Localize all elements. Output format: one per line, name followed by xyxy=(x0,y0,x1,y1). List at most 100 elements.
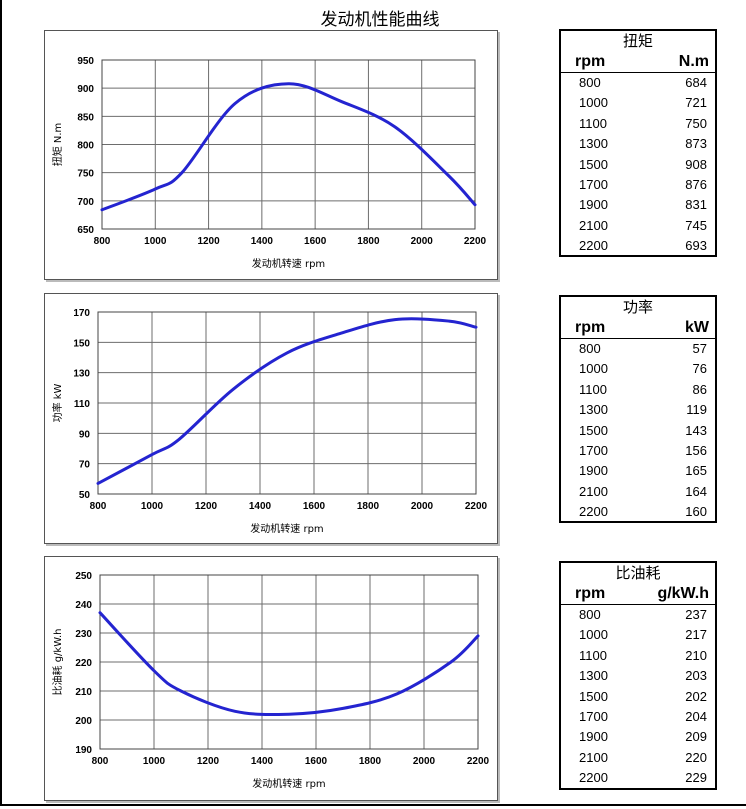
y-tick-label: 50 xyxy=(79,490,91,501)
y-tick-label: 190 xyxy=(75,745,92,756)
value-cell: 119 xyxy=(686,402,707,418)
table-row: 2200 160 xyxy=(561,502,715,522)
table-row: 1900 209 xyxy=(561,727,715,747)
y-tick-label: 170 xyxy=(73,308,90,319)
rpm-cell: 1300 xyxy=(579,668,608,684)
table-row: 1500 143 xyxy=(561,421,715,441)
table-row: 1000 217 xyxy=(561,625,715,645)
y-tick-label: 210 xyxy=(75,687,92,698)
plot-area xyxy=(99,574,479,750)
value-cell: 164 xyxy=(685,483,707,499)
rpm-cell: 2200 xyxy=(579,770,608,786)
y-tick-label: 850 xyxy=(77,112,94,123)
x-tick-label: 1800 xyxy=(357,501,380,512)
series-line xyxy=(98,611,480,717)
y-axis-label: 功率 kW xyxy=(51,383,64,422)
rpm-cell: 1900 xyxy=(579,729,608,745)
x-tick-label: 2200 xyxy=(465,501,488,512)
x-tick-label: 1200 xyxy=(195,501,218,512)
rpm-cell: 1100 xyxy=(579,381,607,397)
chart-svg: 800 1000 1200 1400 1600 1800 2000 2200 650 700 750… xyxy=(51,56,487,270)
table-row: 1000 721 xyxy=(561,93,715,113)
x-tick-label: 2000 xyxy=(413,756,436,767)
x-tick-label: 1400 xyxy=(251,236,274,247)
value-cell: 156 xyxy=(685,442,707,458)
rpm-cell: 1900 xyxy=(579,197,608,213)
value-cell: 57 xyxy=(692,341,707,356)
rpm-cell: 2200 xyxy=(579,238,608,254)
table-row: 1900 165 xyxy=(561,461,715,481)
value-cell: 908 xyxy=(685,156,707,172)
value-cell: 217 xyxy=(685,627,707,643)
x-tick-label: 2000 xyxy=(411,236,434,247)
table-row: 2100 745 xyxy=(561,216,715,236)
rpm-cell: 800 xyxy=(579,75,601,90)
y-tick-label: 70 xyxy=(79,460,91,471)
rpm-cell: 1500 xyxy=(579,422,608,438)
y-tick-label: 750 xyxy=(77,169,94,180)
value-cell: 203 xyxy=(685,668,707,684)
table-title: 比油耗 xyxy=(615,564,661,582)
table-row: 2200 229 xyxy=(561,768,715,788)
rpm-cell: 1300 xyxy=(579,136,608,152)
table-row: 1100 750 xyxy=(561,114,715,134)
y-tick-label: 220 xyxy=(75,658,92,669)
rpm-cell: 1700 xyxy=(579,442,608,458)
value-cell: 86 xyxy=(692,381,707,397)
x-axis-label: 发动机转速 rpm xyxy=(252,257,325,270)
value-cell: 237 xyxy=(685,607,707,622)
y-tick-label: 110 xyxy=(74,399,91,410)
x-tick-label: 1200 xyxy=(197,236,220,247)
value-cell: 204 xyxy=(685,708,707,724)
torque-table: 扭矩 rpm N.m 800 684 1000 721 1100 750 1300 873 15… xyxy=(559,29,717,257)
chart-svg: 800 1000 1200 1400 1600 1800 2000 2200 50 70 90 110… xyxy=(51,308,488,535)
x-tick-label: 800 xyxy=(92,756,109,767)
bsfc-chart: 800 1000 1200 1400 1600 1800 2000 2200 190 200 210… xyxy=(44,556,498,801)
value-cell: 160 xyxy=(685,504,707,520)
unit-header: N.m xyxy=(678,53,709,70)
value-cell: 831 xyxy=(685,197,707,213)
series-line xyxy=(100,82,477,212)
table-row: 1300 119 xyxy=(561,400,715,420)
bsfc-table: 比油耗 rpm g/kW.h 800 237 1000 217 1100 210 1300 2… xyxy=(559,561,717,790)
value-cell: 721 xyxy=(685,95,707,111)
x-tick-label: 1800 xyxy=(357,236,380,247)
y-axis-label: 比油耗 g/kW.h xyxy=(51,629,64,696)
y-tick-label: 240 xyxy=(75,600,92,611)
y-tick-label: 230 xyxy=(75,629,92,640)
value-cell: 143 xyxy=(685,422,707,438)
rpm-header: rpm xyxy=(575,319,606,336)
frame-bottom-border xyxy=(0,804,746,806)
x-tick-label: 800 xyxy=(94,236,111,247)
y-tick-label: 800 xyxy=(77,141,94,152)
table-row: 1900 831 xyxy=(561,195,715,215)
table-row: 1700 156 xyxy=(561,441,715,461)
x-tick-label: 1400 xyxy=(249,501,272,512)
y-tick-label: 150 xyxy=(73,338,90,349)
unit-header: kW xyxy=(685,319,709,336)
rpm-cell: 1300 xyxy=(579,402,608,418)
table-row: 800 684 xyxy=(561,73,715,93)
value-cell: 693 xyxy=(685,238,707,254)
value-cell: 745 xyxy=(685,217,707,233)
x-tick-label: 1600 xyxy=(304,236,327,247)
value-cell: 76 xyxy=(692,361,707,377)
y-axis-label: 扭矩 N.m xyxy=(51,123,64,167)
rpm-cell: 2100 xyxy=(579,483,608,499)
table-row: 1700 876 xyxy=(561,175,715,195)
table-row: 1500 908 xyxy=(561,155,715,175)
rpm-cell: 1000 xyxy=(579,95,608,111)
x-tick-label: 1600 xyxy=(305,756,328,767)
x-tick-label: 1600 xyxy=(303,501,326,512)
table-row: 2100 164 xyxy=(561,482,715,502)
y-tick-label: 90 xyxy=(79,429,91,440)
y-tick-label: 900 xyxy=(77,84,94,95)
x-tick-label: 800 xyxy=(90,501,107,512)
rpm-header: rpm xyxy=(575,585,606,602)
rpm-cell: 2200 xyxy=(579,504,608,520)
value-cell: 750 xyxy=(685,115,707,131)
table-title: 功率 xyxy=(622,298,653,316)
table-row: 1100 210 xyxy=(561,646,715,666)
x-tick-label: 2000 xyxy=(411,501,434,512)
plot-area xyxy=(101,59,476,230)
